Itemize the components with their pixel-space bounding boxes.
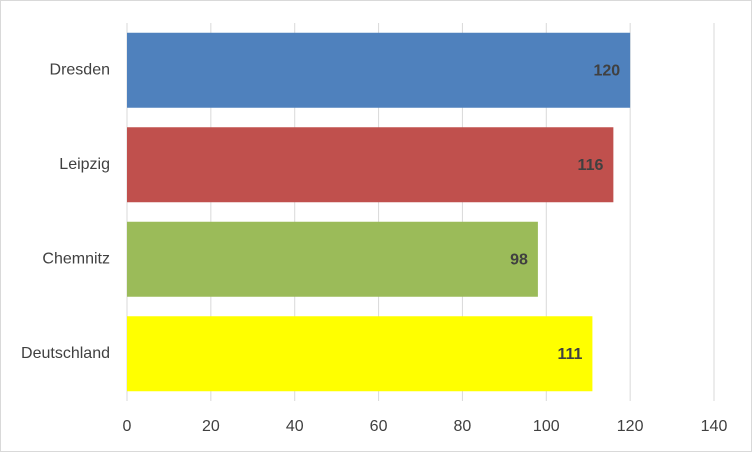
x-tick-label: 60 xyxy=(370,418,388,435)
bar xyxy=(127,127,614,203)
data-label: 116 xyxy=(578,157,604,174)
x-tick-label: 120 xyxy=(617,418,644,435)
bar xyxy=(127,32,631,108)
y-tick-label: Dresden xyxy=(50,61,110,78)
data-label: 98 xyxy=(510,251,528,268)
x-tick-label: 80 xyxy=(454,418,472,435)
data-label: 120 xyxy=(593,62,620,79)
bar xyxy=(127,316,593,392)
x-tick-label: 100 xyxy=(533,418,560,435)
y-tick-label: Deutschland xyxy=(21,345,110,362)
data-label: 111 xyxy=(557,346,582,363)
x-tick-label: 40 xyxy=(286,418,304,435)
y-tick-label: Leipzig xyxy=(59,156,110,173)
x-tick-label: 20 xyxy=(202,418,220,435)
y-tick-label: Chemnitz xyxy=(42,250,110,267)
x-tick-label: 140 xyxy=(701,418,728,435)
bar xyxy=(127,221,538,297)
x-tick-label: 0 xyxy=(123,418,132,435)
